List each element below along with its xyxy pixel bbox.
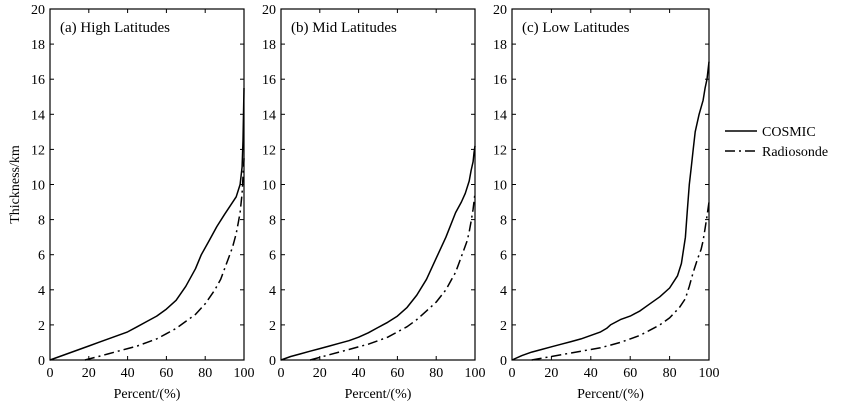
series-line-radiosonde — [84, 158, 245, 361]
y-axis-label: Thickness/km — [8, 145, 23, 224]
panel-title: (a) High Latitudes — [60, 20, 170, 36]
x-tick-label: 0 — [509, 366, 516, 381]
y-tick-label: 8 — [38, 214, 45, 229]
y-tick-label: 14 — [31, 108, 45, 123]
y-tick-label: 14 — [262, 108, 276, 123]
legend-label-radiosonde: Radiosonde — [762, 145, 828, 160]
x-tick-label: 40 — [121, 366, 135, 381]
y-tick-label: 2 — [38, 319, 45, 334]
series-line-cosmic — [49, 87, 245, 361]
series-line-radiosonde — [531, 201, 710, 361]
y-tick-label: 12 — [262, 143, 276, 158]
y-tick-label: 6 — [38, 249, 45, 264]
y-tick-label: 20 — [493, 3, 507, 18]
y-tick-label: 12 — [31, 143, 45, 158]
y-tick-label: 4 — [269, 284, 276, 299]
y-tick-label: 2 — [269, 319, 276, 334]
x-tick-label: 80 — [198, 366, 212, 381]
legend-label-cosmic: COSMIC — [762, 125, 816, 140]
x-tick-label: 40 — [352, 366, 366, 381]
x-tick-label: 100 — [234, 366, 255, 381]
plot-frame — [49, 8, 245, 361]
y-tick-label: 18 — [262, 38, 276, 53]
y-tick-label: 0 — [38, 354, 45, 369]
y-tick-label: 12 — [493, 143, 507, 158]
y-tick-label: 16 — [262, 73, 276, 88]
y-tick-label: 16 — [493, 73, 507, 88]
series-line-cosmic — [280, 145, 476, 361]
x-tick-label: 100 — [465, 366, 486, 381]
y-tick-label: 10 — [262, 179, 276, 194]
x-axis-label: Percent/(%) — [114, 387, 181, 402]
series-line-cosmic — [511, 61, 710, 361]
x-tick-label: 60 — [623, 366, 637, 381]
panel-low-latitudes: 0 20 40 60 80 100 0 2 4 6 8 10 12 14 16 18 20 (c) Low Lat… — [493, 3, 720, 402]
y-tick-label: 20 — [31, 3, 45, 18]
y-tick-label: 4 — [38, 284, 45, 299]
series-line-radiosonde — [309, 193, 476, 361]
x-tick-label: 60 — [159, 366, 173, 381]
panel-mid-latitudes: 0 20 40 60 80 100 0 2 4 6 8 10 12 14 16 18 20 (b) Mid Lat… — [262, 3, 486, 402]
y-tick-label: 18 — [31, 38, 45, 53]
y-tick-label: 4 — [500, 284, 507, 299]
x-tick-label: 20 — [313, 366, 327, 381]
y-tick-label: 18 — [493, 38, 507, 53]
y-tick-label: 16 — [31, 73, 45, 88]
x-tick-label: 80 — [429, 366, 443, 381]
panel-high-latitudes: 0 20 40 60 80 100 0 2 4 6 8 10 12 14 16 18 20 (a) High La… — [8, 3, 255, 402]
x-tick-label: 20 — [82, 366, 96, 381]
y-tick-label: 10 — [31, 179, 45, 194]
x-tick-label: 100 — [699, 366, 720, 381]
x-axis-label: Percent/(%) — [345, 387, 412, 402]
y-tick-label: 2 — [500, 319, 507, 334]
plot-frame — [280, 8, 476, 361]
y-tick-label: 8 — [500, 214, 507, 229]
x-tick-label: 60 — [390, 366, 404, 381]
legend: COSMIC Radiosonde — [722, 119, 840, 163]
x-tick-label: 0 — [278, 366, 285, 381]
y-tick-label: 14 — [493, 108, 507, 123]
x-axis-label: Percent/(%) — [577, 387, 644, 402]
y-tick-label: 10 — [493, 179, 507, 194]
x-tick-label: 20 — [544, 366, 558, 381]
y-tick-label: 6 — [269, 249, 276, 264]
y-tick-label: 6 — [500, 249, 507, 264]
x-tick-label: 0 — [47, 366, 54, 381]
legend-box — [722, 119, 840, 163]
x-tick-label: 40 — [584, 366, 598, 381]
panel-title: (b) Mid Latitudes — [291, 20, 397, 36]
y-tick-label: 0 — [500, 354, 507, 369]
x-tick-label: 80 — [663, 366, 677, 381]
y-tick-label: 0 — [269, 354, 276, 369]
y-tick-label: 8 — [269, 214, 276, 229]
y-tick-label: 20 — [262, 3, 276, 18]
panel-title: (c) Low Latitudes — [522, 20, 630, 36]
